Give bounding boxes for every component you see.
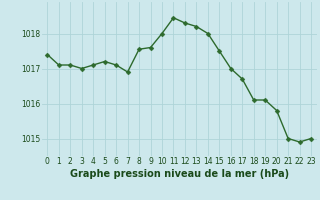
X-axis label: Graphe pression niveau de la mer (hPa): Graphe pression niveau de la mer (hPa) bbox=[70, 169, 289, 179]
